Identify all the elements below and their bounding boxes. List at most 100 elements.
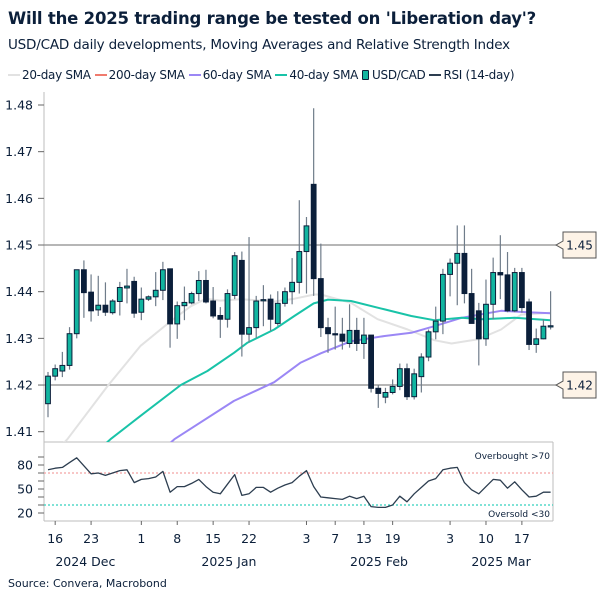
candle-body-down [404,368,410,398]
price-tick-label: 1.44 [5,284,33,299]
candle [217,307,224,338]
candle-body-down [461,252,468,295]
candle-body-up [483,303,489,340]
candle-body-down [217,314,224,320]
candle-body-down [368,334,375,389]
candle-body-up [389,385,396,393]
candle-body-down [88,291,94,312]
candle [131,276,138,318]
candle [88,274,94,322]
candlesticks [45,108,554,418]
candle [418,353,425,393]
month-label: 2025 Jan [201,554,256,569]
candle-body-down [81,269,87,294]
candle [339,317,346,350]
candle-body-up [418,356,425,378]
candle-body-up [109,300,116,314]
date-tick-label: 23 [83,531,99,546]
candle-body-up [73,269,80,335]
candle-body-up [145,296,152,300]
moving-average-lines [63,293,551,442]
candle-body-up [454,252,461,264]
candle-body-up [547,325,554,328]
candle-body-down [332,333,339,336]
chart-title: Will the 2025 trading range be tested on… [8,9,537,28]
candle-body-up [396,368,403,387]
candle-body-down [353,329,360,344]
candle [332,306,339,350]
candle-body-up [490,272,497,305]
candle-body-up [274,302,281,324]
candle [289,258,296,305]
candle-body-up [296,251,303,283]
reference-label: 1.42 [566,379,593,393]
month-label: 2025 Mar [471,554,531,569]
candle-body-up [116,286,123,302]
legend-item-rsi[interactable]: RSI (14-day) [429,68,515,82]
rsi-line [47,457,551,509]
candle [317,243,324,337]
legend-label: 40-day SMA [289,68,359,82]
legend-swatch-rsi [429,74,442,76]
candle [116,281,123,316]
candle-body-down [526,301,532,345]
source-note: Source: Convera, Macrobond [8,577,167,590]
candle-body-up [533,338,540,345]
candle [188,291,195,305]
candle [296,200,303,294]
price-tick-label: 1.47 [5,144,33,159]
candle-body-up [159,269,166,291]
candle-body-up [382,391,389,398]
candle-body-down [131,280,138,314]
candle [368,334,375,393]
price-axis: 1.41 1.42 1.43 1.44 1.45 1.46 1.47 1.48 [5,92,553,443]
candle-body-up [188,293,195,304]
candle-body-up [66,333,73,366]
candle-body-down [497,272,504,276]
reference-label-box [554,371,597,399]
legend-item-40-day-sma[interactable]: 40-day SMA [275,68,358,82]
candle [73,269,80,339]
candle [547,291,554,330]
oversold-label: Oversold <30 [488,510,550,520]
candle-body-up [346,329,353,344]
candle-body-down [339,333,346,342]
candle-body-down [267,298,274,320]
legend-item-200-day-sma[interactable]: 200-day SMA [94,68,185,82]
candle-body-up [282,291,288,304]
legend-item-20-day-sma[interactable]: 20-day SMA [8,68,91,82]
candle-body-up [138,298,145,313]
candle [325,317,331,353]
candle-body-up [181,301,188,307]
candle-body-up [411,373,418,398]
candle [138,287,145,321]
date-tick-label: 10 [478,531,494,546]
candle-body-up [59,364,66,372]
legend-label: RSI (14-day) [443,68,515,82]
legend-label: USD/CAD [372,68,426,82]
legend-label: 60-day SMA [202,68,272,82]
candle-body-up [253,300,260,329]
price-tick-label: 1.41 [5,424,33,439]
legend-item-usd-cad[interactable]: USD/CAD [362,68,426,82]
candle-body-down [518,272,525,309]
price-tick-label: 1.43 [5,331,33,346]
candle-body-down [203,279,209,303]
reference-lines: 1.45 1.42 [44,231,597,399]
legend-item-60-day-sma[interactable]: 60-day SMA [188,68,272,82]
candle [540,319,547,340]
candle [238,251,245,357]
candle [159,261,166,301]
date-axis: 16 23 1 8 15 22 3 7 13 19 3 10 17 2024 Dec 2025 Jan 202… [47,521,532,569]
date-tick-label: 8 [173,531,181,546]
legend-swatch-60-day-sma [188,74,201,76]
candle [81,260,87,318]
candle-body-up [432,320,439,333]
candle-body-up [152,289,159,298]
candle [203,269,209,304]
candle-body-up [231,255,238,296]
candle-body-up [174,305,181,325]
date-tick-label: 16 [47,531,63,546]
candle [231,252,238,300]
